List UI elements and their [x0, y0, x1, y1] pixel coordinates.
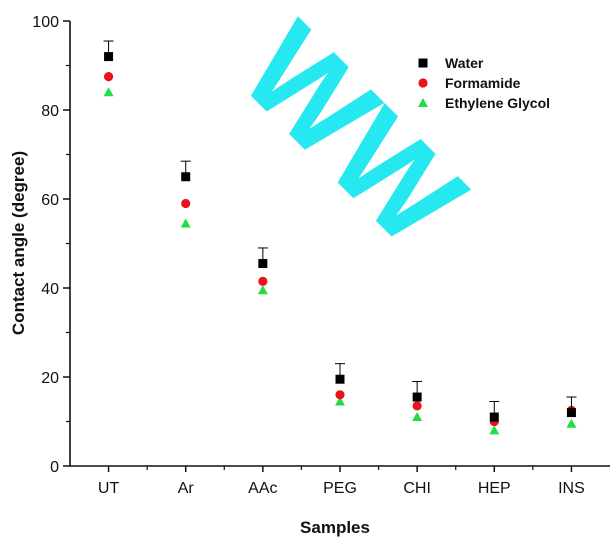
- data-point: [489, 412, 499, 422]
- axes: 0 20 40 60 80 100 UT Ar AAc PEG CHI HEP INS: [32, 14, 610, 497]
- x-tick-label: UT: [98, 480, 120, 497]
- data-point: [104, 52, 114, 62]
- y-tick-label: 40: [41, 281, 59, 298]
- legend-marker: [418, 98, 428, 107]
- legend-marker: [418, 58, 428, 68]
- legend-marker: [418, 78, 428, 88]
- data-point: [181, 172, 191, 182]
- data-point: [412, 412, 423, 422]
- x-axis-title: Samples: [300, 518, 370, 537]
- legend-label: Formamide: [445, 75, 521, 91]
- series-ethylene-glycol: [103, 87, 577, 435]
- legend-label: Ethylene Glycol: [445, 95, 550, 111]
- data-point: [566, 418, 577, 428]
- y-tick-label: 60: [41, 192, 59, 209]
- watermark: WW: [215, 0, 492, 273]
- y-axis-title: Contact angle (degree): [9, 151, 28, 335]
- y-tick-label: 20: [41, 370, 59, 387]
- data-point: [103, 87, 114, 97]
- data-point: [103, 72, 114, 82]
- x-tick-label: HEP: [478, 480, 511, 497]
- x-tick-label: INS: [558, 480, 585, 497]
- data-point: [335, 390, 345, 400]
- y-tick-label: 100: [32, 14, 59, 31]
- x-tick-label: PEG: [323, 480, 357, 497]
- data-marks: [103, 40, 577, 435]
- series-water: [103, 40, 577, 422]
- x-tick-label: AAc: [248, 480, 277, 497]
- x-tick-label: CHI: [403, 480, 431, 497]
- data-point: [180, 218, 191, 228]
- x-tick-label: Ar: [178, 480, 195, 497]
- data-point: [489, 425, 500, 435]
- legend: Water Formamide Ethylene Glycol: [418, 55, 550, 111]
- data-point: [258, 259, 268, 269]
- data-point: [566, 408, 576, 418]
- legend-label: Water: [445, 55, 484, 71]
- data-point: [335, 396, 345, 406]
- data-point: [181, 198, 191, 209]
- data-point: [335, 374, 345, 384]
- data-point: [258, 276, 268, 286]
- data-point: [412, 392, 422, 402]
- y-tick-label: 0: [50, 459, 59, 476]
- data-point: [257, 285, 268, 295]
- y-tick-label: 80: [41, 103, 59, 120]
- data-point: [412, 401, 422, 411]
